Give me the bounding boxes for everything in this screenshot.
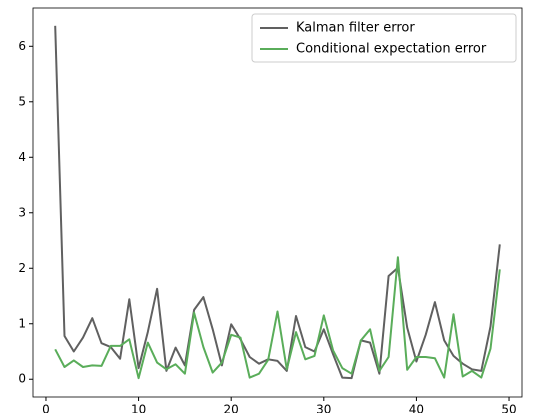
y-tick-label: 1 — [18, 316, 26, 330]
x-tick-label: 30 — [316, 403, 331, 413]
series-line — [54, 256, 501, 380]
series-line — [54, 25, 501, 380]
y-tick-label: 2 — [18, 261, 26, 275]
y-tick-label: 6 — [18, 39, 26, 53]
x-tick-label: 50 — [501, 403, 516, 413]
y-tick-label: 0 — [18, 372, 26, 386]
plot-frame — [32, 7, 523, 398]
x-tick-label: 40 — [409, 403, 424, 413]
x-tick-label: 20 — [224, 403, 239, 413]
legend-box — [251, 13, 517, 63]
x-tick-label: 0 — [42, 403, 50, 413]
legend-label: Conditional expectation error — [296, 42, 487, 57]
x-tick-label: 10 — [131, 403, 146, 413]
legend-label: Kalman filter error — [296, 21, 415, 36]
y-tick-label: 5 — [18, 94, 26, 108]
y-tick-label: 3 — [18, 205, 26, 219]
y-tick-label: 4 — [18, 150, 26, 164]
